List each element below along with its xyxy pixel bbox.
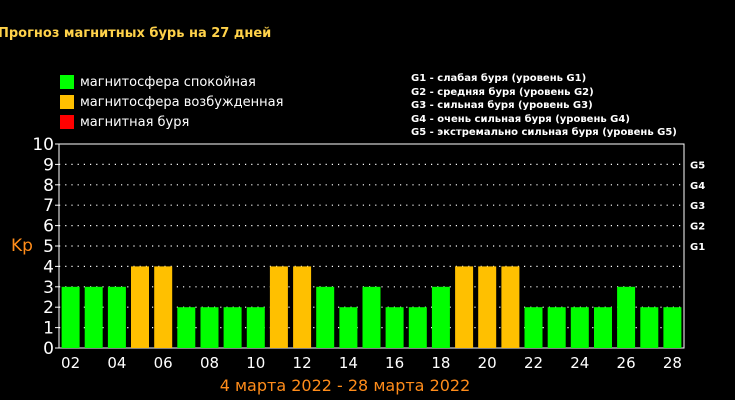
x-axis-label: 4 марта 2022 - 28 марта 2022 [220,376,471,395]
bar [131,266,149,348]
g-level-tick-label: G4 [690,181,705,192]
bar [617,286,636,348]
legend-swatch-calm [60,75,74,89]
bar [200,307,219,348]
bar [107,286,126,348]
g-level-tick-label: G5 [690,160,705,171]
y-tick-label: 7 [43,196,54,216]
x-tick-label: 14 [339,354,358,372]
bar [362,286,381,348]
bar [269,266,288,348]
y-tick-label: 9 [43,155,54,175]
bar [385,307,404,348]
bar [524,307,543,348]
legend-label-excited: магнитосфера возбужденная [80,94,284,110]
y-tick-label: 5 [43,237,54,257]
g-level-tick-label: G3 [690,201,705,212]
bar [84,286,103,348]
legend-item-calm: магнитосфера спокойная [60,72,283,92]
bar [177,307,196,348]
bar [501,266,520,348]
x-tick-label: 10 [246,354,265,372]
x-tick-label: 12 [293,354,312,372]
y-tick-label: 0 [43,339,54,359]
y-tick-label: 1 [43,319,54,339]
y-tick-label: 2 [43,298,54,318]
x-tick-label: 02 [61,354,80,372]
g-level-tick-label: G1 [690,242,705,253]
bar [61,286,80,348]
bar [223,307,242,348]
bar [455,266,474,348]
legend-item-excited: магнитосфера возбужденная [60,92,283,112]
bar [293,266,312,348]
y-tick-label: 10 [32,135,54,155]
x-tick-label: 22 [524,354,543,372]
bar [431,286,450,348]
g-legend-g4: G4 - очень сильная буря (уровень G4) [411,113,630,125]
x-tick-label: 28 [663,354,682,372]
y-tick-label: 4 [43,257,54,277]
y-tick-label: 3 [43,278,54,298]
bar [154,266,173,348]
y-axis-label: Kp [11,236,33,256]
bar [663,307,682,348]
bar [594,307,612,348]
legend-swatch-storm [60,115,74,129]
g-legend-g2: G2 - средняя буря (уровень G2) [411,86,594,98]
y-tick-label: 6 [43,217,54,237]
bar [640,307,659,348]
x-tick-label: 06 [154,354,173,372]
bar [547,307,566,348]
x-tick-label: 16 [385,354,404,372]
g-level-legend: G1 - слабая буря (уровень G1) G2 - средн… [411,72,677,140]
legend-item-storm: магнитная буря [60,112,283,132]
x-tick-label: 20 [478,354,497,372]
legend: магнитосфера спокойная магнитосфера возб… [60,72,283,132]
bar [316,286,335,348]
x-tick-label: 24 [570,354,589,372]
y-tick-label: 8 [43,176,54,196]
g-legend-g1: G1 - слабая буря (уровень G1) [411,73,587,84]
g-level-tick-label: G2 [690,222,705,233]
bar [570,307,589,348]
bar [478,266,497,348]
x-tick-label: 18 [431,354,450,372]
legend-label-storm: магнитная буря [80,114,190,130]
bar [408,307,427,348]
legend-label-calm: магнитосфера спокойная [80,74,256,90]
chart-title: Прогноз магнитных бурь на 27 дней [0,26,272,41]
g-legend-g5: G5 - экстремально сильная буря (уровень … [411,127,677,138]
bar [339,307,358,348]
g-legend-g3: G3 - сильная буря (уровень G3) [411,100,593,111]
x-tick-label: 08 [200,354,219,372]
bar [246,307,265,348]
x-tick-label: 26 [617,354,636,372]
x-tick-label: 04 [107,354,126,372]
legend-swatch-excited [60,95,74,109]
